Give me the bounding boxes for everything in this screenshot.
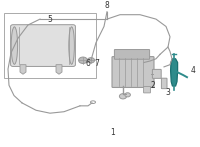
Polygon shape — [171, 59, 178, 86]
Circle shape — [125, 93, 130, 97]
FancyBboxPatch shape — [112, 57, 154, 87]
Text: 8: 8 — [105, 1, 109, 10]
Circle shape — [87, 58, 95, 63]
Circle shape — [119, 94, 127, 99]
Text: 2: 2 — [151, 81, 155, 90]
Bar — [4, 13, 96, 78]
Text: 6: 6 — [86, 59, 90, 68]
Text: 1: 1 — [111, 128, 115, 137]
FancyBboxPatch shape — [152, 69, 161, 78]
FancyBboxPatch shape — [144, 86, 150, 93]
FancyBboxPatch shape — [114, 50, 150, 59]
Polygon shape — [20, 65, 26, 74]
Text: 4: 4 — [191, 66, 195, 75]
Text: 3: 3 — [166, 88, 170, 97]
Polygon shape — [56, 65, 62, 74]
FancyBboxPatch shape — [161, 78, 167, 89]
Text: 7: 7 — [95, 59, 99, 68]
Ellipse shape — [11, 27, 18, 64]
Circle shape — [79, 57, 87, 64]
Ellipse shape — [69, 27, 74, 64]
FancyBboxPatch shape — [11, 25, 75, 66]
Text: 5: 5 — [48, 15, 52, 24]
